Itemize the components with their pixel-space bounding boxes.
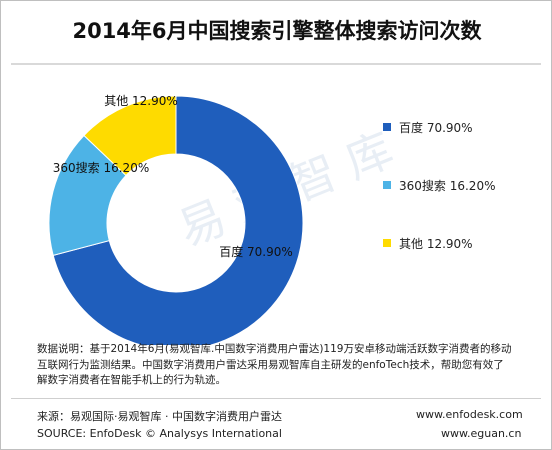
data-note-line-3: 解数字消费者在智能手机上的行为轨迹。	[37, 374, 226, 386]
url-eguan: www.eguan.cn	[441, 427, 522, 440]
legend-label-other: 其他 12.90%	[399, 237, 473, 251]
donut-slice-baidu	[52, 95, 304, 345]
donut-slice-other	[83, 95, 177, 177]
title-divider	[11, 63, 541, 65]
slice-label-360: 360搜索 16.20%	[53, 160, 149, 175]
slice-label-baidu: 百度 70.90%	[219, 244, 293, 259]
data-note-line-1: 数据说明：基于2014年6月(易观智库.中国数字消费用户雷达)119万安卓移动端…	[37, 343, 512, 355]
legend-swatch-other	[383, 239, 391, 247]
legend-item-baidu: 百度 70.90%	[383, 119, 543, 135]
donut-chart: 百度 70.90% 360搜索 16.20% 其他 12.90%	[48, 94, 304, 345]
data-note: 数据说明：基于2014年6月(易观智库.中国数字消费用户雷达)119万安卓移动端…	[37, 342, 527, 389]
legend-item-other: 其他 12.90%	[383, 235, 543, 251]
data-note-line-2: 互联网行为监测结果。中国数字消费用户雷达采用易观智库自主研发的enfoTech技…	[37, 358, 504, 371]
legend-label-baidu: 百度 70.90%	[399, 121, 473, 135]
footer-divider	[11, 398, 541, 399]
source-en: SOURCE: EnfoDesk © Analysys Internationa…	[37, 427, 282, 440]
source-cn: 来源：易观国际·易观智库 · 中国数字消费用户雷达	[37, 410, 282, 423]
legend-swatch-baidu	[383, 123, 391, 131]
slice-label-other: 其他 12.90%	[104, 94, 178, 108]
legend-swatch-360	[383, 181, 391, 189]
url-enfodesk: www.enfodesk.com	[416, 408, 523, 421]
chart-title: 2014年6月中国搜索引擎整体搜索访问次数	[72, 19, 482, 43]
legend-item-360: 360搜索 16.20%	[383, 177, 543, 193]
legend-label-360: 360搜索 16.20%	[399, 179, 496, 193]
